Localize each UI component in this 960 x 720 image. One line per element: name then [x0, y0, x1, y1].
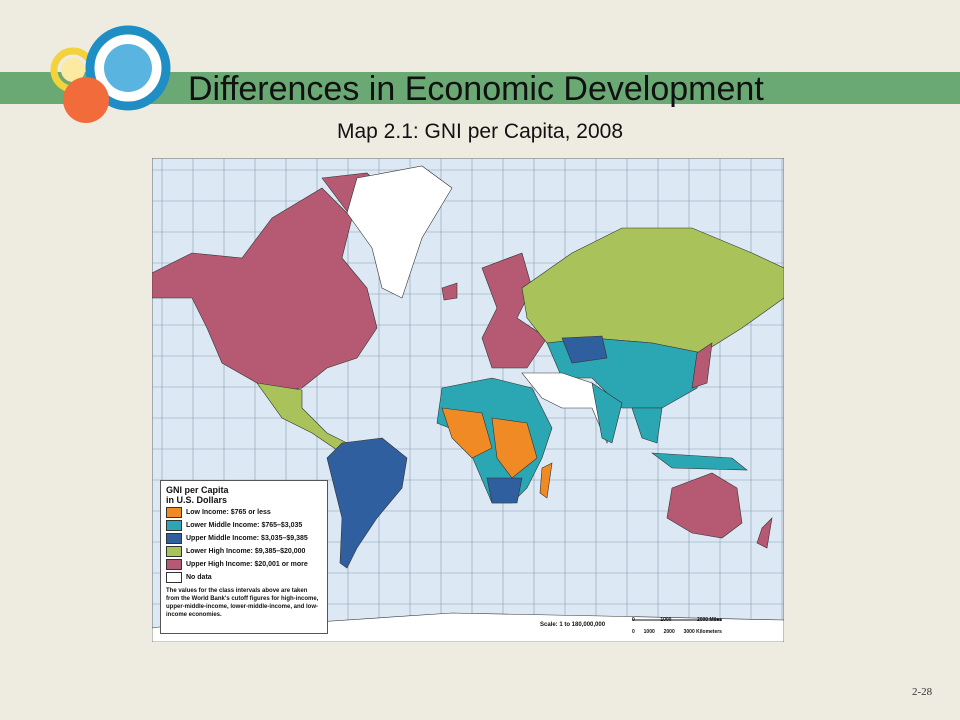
legend-entry: Low Income: $765 or less [166, 507, 322, 518]
legend-entry: Lower Middle Income: $765–$3,035 [166, 520, 322, 531]
legend-label: Upper High Income: $20,001 or more [186, 561, 308, 568]
legend-entry: Lower High Income: $9,385–$20,000 [166, 546, 322, 557]
legend-swatch [166, 546, 182, 557]
legend-entry: Upper Middle Income: $3,035–$9,385 [166, 533, 322, 544]
legend-swatch [166, 507, 182, 518]
legend-label: Lower Middle Income: $765–$3,035 [186, 522, 303, 529]
scale-label: 2000 Miles [696, 617, 722, 623]
scale-bar: 0 1000 2000 Miles 0 1000 2000 3000 Kilometers [632, 617, 722, 635]
legend: GNI per Capita in U.S. Dollars Low Income:… [160, 480, 328, 634]
legend-label: Low Income: $765 or less [186, 509, 271, 516]
scale-label: 1000 [643, 629, 655, 635]
scale-label: 1000 [660, 617, 672, 623]
legend-label: Lower High Income: $9,385–$20,000 [186, 548, 306, 555]
legend-swatch [166, 572, 182, 583]
scale-label: 3000 Kilometers [683, 629, 722, 635]
scale-label: 0 [632, 617, 635, 623]
legend-swatch [166, 520, 182, 531]
legend-label: No data [186, 574, 212, 581]
scale-label: 0 [632, 629, 635, 635]
legend-swatch [166, 559, 182, 570]
legend-title: in U.S. Dollars [166, 495, 228, 505]
logo [50, 25, 171, 123]
legend-label: Upper Middle Income: $3,035–$9,385 [186, 535, 308, 542]
slide-title: Differences in Economic Development [188, 70, 764, 108]
legend-swatch [166, 533, 182, 544]
km-labels: 0 1000 2000 3000 Kilometers [632, 629, 722, 635]
legend-title: GNI per Capita [166, 485, 229, 495]
page-number: 2-28 [912, 686, 933, 698]
miles-labels: 0 1000 2000 Miles [632, 617, 722, 623]
legend-entry: No data [166, 572, 322, 583]
legend-note: The values for the class intervals above… [166, 588, 319, 618]
scale-label: 2000 [663, 629, 675, 635]
legend-entry: Upper High Income: $20,001 or more [166, 559, 322, 570]
slide-subtitle: Map 2.1: GNI per Capita, 2008 [337, 120, 623, 143]
scale-text: Scale: 1 to 180,000,000 [540, 622, 606, 628]
